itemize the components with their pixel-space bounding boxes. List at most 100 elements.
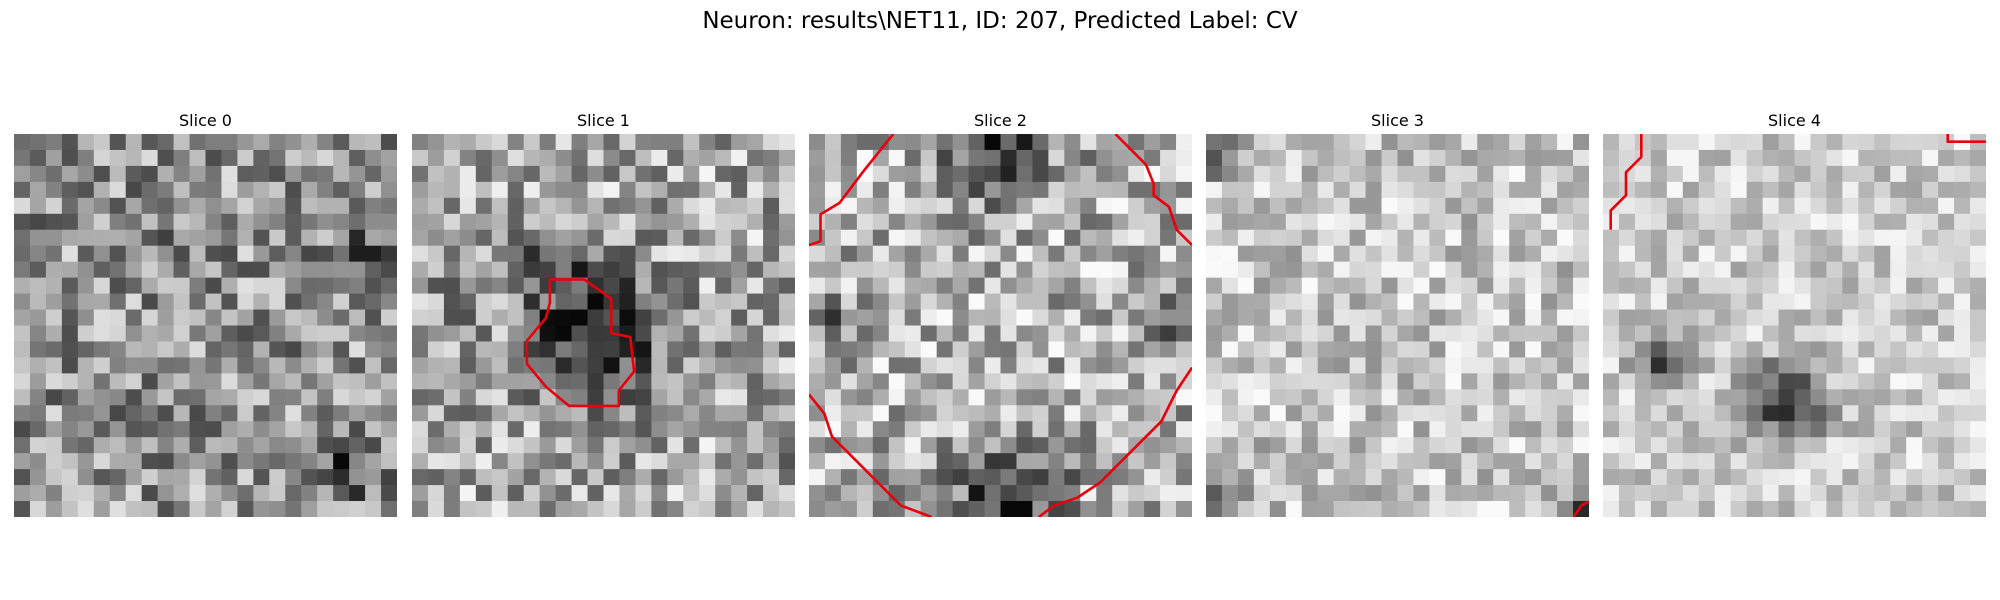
pixel-cell <box>1176 485 1192 502</box>
pixel-cell <box>1714 501 1732 517</box>
pixel-cell <box>125 501 143 517</box>
pixel-cell <box>109 501 127 517</box>
pixel-cell <box>1509 309 1526 327</box>
pixel-cell <box>1333 357 1351 374</box>
pixel-cell <box>1842 213 1859 231</box>
pixel-cell <box>1970 165 1986 183</box>
pixel-cell <box>1381 485 1399 502</box>
pixel-cell <box>1048 134 1065 151</box>
pixel-cell <box>1349 485 1367 502</box>
pixel-cell <box>1874 437 1891 454</box>
pixel-cell <box>824 453 842 470</box>
pixel-cell <box>984 213 1002 231</box>
pixel-cell <box>587 197 605 215</box>
pixel-cell <box>635 134 652 151</box>
pixel-cell <box>1080 469 1097 486</box>
pixel-cell <box>1666 293 1684 311</box>
pixel-cell <box>936 245 954 263</box>
pixel-cell <box>301 357 318 374</box>
pixel-cell <box>1682 293 1700 311</box>
pixel-cell <box>555 197 573 215</box>
pixel-cell <box>1333 501 1351 517</box>
pixel-cell <box>109 149 127 167</box>
pixel-cell <box>1064 229 1081 247</box>
pixel-cell <box>1541 469 1558 486</box>
pixel-cell <box>45 213 63 231</box>
pixel-cell <box>1000 261 1018 279</box>
pixel-cell <box>968 134 986 151</box>
pixel-cell <box>1221 469 1239 486</box>
pixel-cell <box>1509 469 1526 486</box>
pixel-cell <box>93 197 111 215</box>
pixel-cell <box>1730 149 1748 167</box>
pixel-cell <box>141 485 159 502</box>
pixel-cell <box>603 197 621 215</box>
pixel-cell <box>1573 165 1589 183</box>
pixel-cell <box>1016 309 1034 327</box>
pixel-cell <box>1461 453 1478 470</box>
pixel-cell <box>984 437 1002 454</box>
pixel-cell <box>523 134 541 151</box>
pixel-cell <box>1650 501 1668 517</box>
pixel-cell <box>269 357 286 374</box>
pixel-cell <box>1445 277 1462 295</box>
pixel-cell <box>1573 277 1589 295</box>
pixel-cell <box>491 165 509 183</box>
pixel-cell <box>443 149 461 167</box>
pixel-cell <box>1285 325 1303 343</box>
pixel-cell <box>1698 437 1716 454</box>
pixel-cell <box>1714 469 1732 486</box>
pixel-cell <box>936 309 954 327</box>
pixel-cell <box>872 277 890 295</box>
pixel-cell <box>571 261 589 279</box>
pixel-cell <box>1381 229 1399 247</box>
pixel-cell <box>1874 229 1891 247</box>
pixel-cell <box>507 229 525 247</box>
pixel-cell <box>1253 437 1271 454</box>
pixel-cell <box>1541 373 1558 390</box>
pixel-cell <box>1541 245 1558 263</box>
pixel-cell <box>651 405 668 422</box>
pixel-cell <box>1618 197 1636 215</box>
pixel-cell <box>1112 181 1129 199</box>
pixel-cell <box>221 341 239 359</box>
pixel-cell <box>1826 501 1843 517</box>
pixel-cell <box>539 149 557 167</box>
pixel-cell <box>381 357 397 374</box>
pixel-cell <box>1206 469 1223 486</box>
pixel-cell <box>1176 309 1192 327</box>
pixel-cell <box>1317 277 1335 295</box>
pixel-cell <box>587 134 605 151</box>
pixel-cell <box>1634 357 1652 374</box>
pixel-cell <box>1317 325 1335 343</box>
pixel-cell <box>539 165 557 183</box>
pixel-cell <box>285 245 302 263</box>
pixel-cell <box>1349 437 1367 454</box>
pixel-cell <box>253 389 270 406</box>
pixel-cell <box>523 437 541 454</box>
pixel-cell <box>1301 229 1319 247</box>
pixel-cell <box>1206 373 1223 390</box>
pixel-cell <box>1269 373 1287 390</box>
pixel-cell <box>1128 309 1145 327</box>
pixel-cell <box>1000 181 1018 199</box>
pixel-cell <box>523 181 541 199</box>
pixel-cell <box>683 469 700 486</box>
pixel-cell <box>1493 149 1510 167</box>
pixel-cell <box>1573 373 1589 390</box>
pixel-cell <box>1874 373 1891 390</box>
pixel-cell <box>1253 469 1271 486</box>
pixel-cell <box>1144 261 1161 279</box>
pixel-cell <box>523 165 541 183</box>
pixel-cell <box>1237 469 1255 486</box>
pixel-cell <box>763 357 780 374</box>
pixel-cell <box>1269 261 1287 279</box>
pixel-cell <box>1096 134 1113 151</box>
pixel-cell <box>888 149 906 167</box>
pixel-cell <box>619 245 637 263</box>
pixel-cell <box>809 293 826 311</box>
pixel-cell <box>1541 325 1558 343</box>
pixel-cell <box>651 213 668 231</box>
pixel-cell <box>1144 453 1161 470</box>
pixel-cell <box>14 245 31 263</box>
